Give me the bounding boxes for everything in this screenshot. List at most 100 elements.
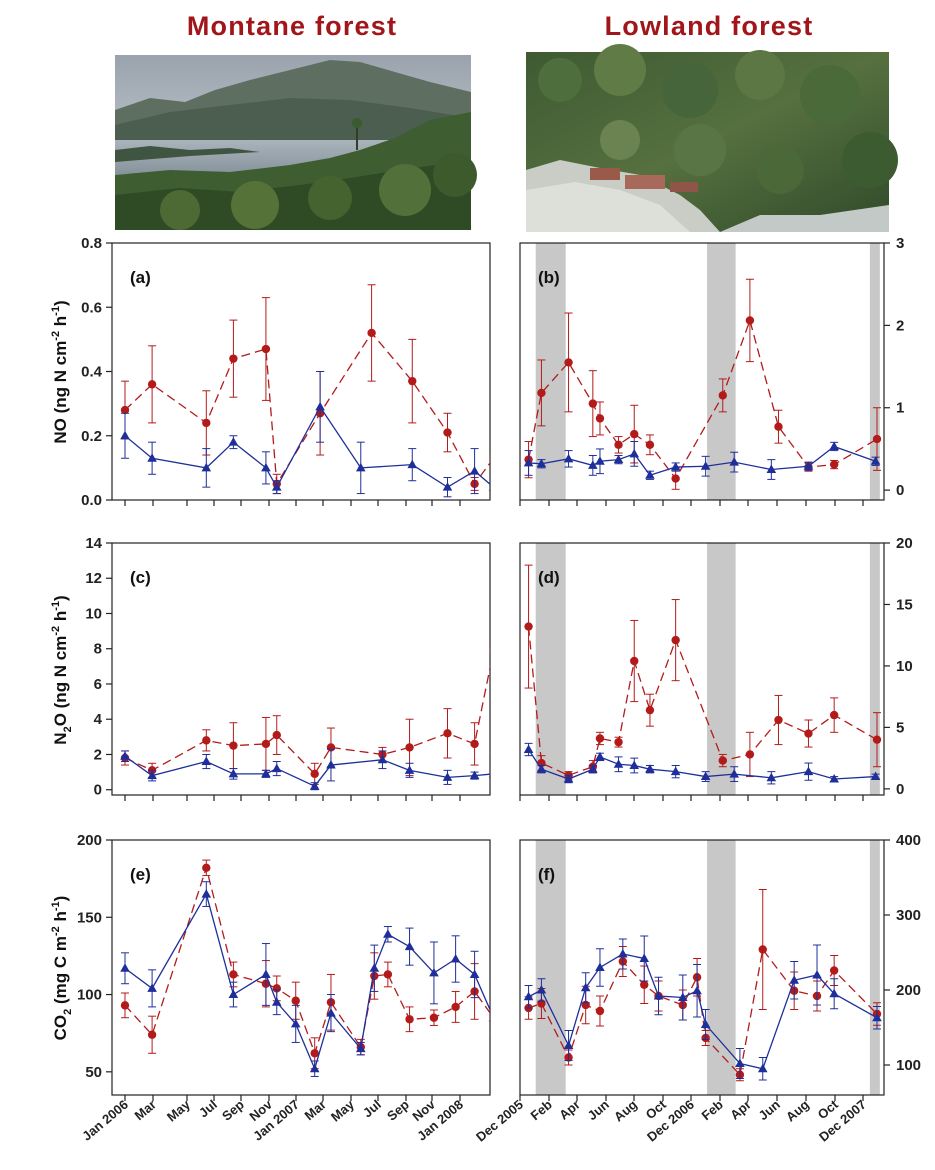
data-point [429,967,439,977]
data-point [653,991,664,1000]
y-axis-label-part: O (ng N cm [51,636,70,727]
data-point [450,954,461,963]
blue-series-line [528,749,876,780]
data-point [757,1063,768,1073]
data-point [291,996,300,1005]
y-tick-label: 10 [85,605,102,622]
y-axis-label-part: -2 [50,331,62,341]
panel-f: 100 200 300 400 (f) [519,832,921,1101]
data-point [700,771,711,781]
x-tick-label: Aug [611,1097,640,1125]
red-series-line [527,318,878,480]
data-point [383,929,393,938]
x-tick-label: Feb [699,1097,726,1123]
y-axis-label-part: h [51,911,70,926]
y-tick-label: 20 [896,535,913,552]
data-point [261,462,271,472]
data-point [629,448,640,458]
data-point [872,1012,882,1022]
x-tick-label: Sep [384,1097,412,1124]
data-point [326,760,336,769]
data-point [489,1015,490,1020]
data-point [595,456,605,465]
data-point [829,966,839,975]
data-point [829,441,839,450]
data-point [147,770,157,780]
data-point [595,962,605,971]
data-point [804,729,813,738]
data-point [290,1018,301,1028]
data-point [766,464,777,474]
data-point [271,763,282,773]
data-point [645,705,655,715]
data-point [443,729,452,738]
data-point [326,1008,336,1017]
blue-series-line [528,953,878,1070]
data-point [729,457,739,466]
data-point [645,764,655,773]
series-group [523,278,882,490]
dry-season-band [869,543,880,795]
data-point [120,1001,130,1010]
x-tick-label: Mar [132,1097,159,1123]
data-point [272,984,281,993]
data-point [470,739,479,749]
panel-a: 0.0 0.2 0.4 0.6 0.8 (a) [81,235,491,509]
data-point [692,985,702,995]
y-axis-label-part: ) [51,300,70,306]
y-tick-label: 200 [896,982,921,999]
blue-series-line [124,755,490,787]
y-axis-label-part: h [51,316,70,331]
data-point [120,751,130,760]
data-point [405,743,414,752]
data-point [228,989,239,999]
data-point [595,414,605,423]
data-point [404,765,415,774]
plot-frame [519,839,885,1096]
panel-label: (e) [130,865,151,884]
data-point [229,970,238,979]
data-point [202,863,211,873]
data-point [671,635,680,645]
data-point [261,969,271,978]
data-point [355,462,366,472]
data-point [405,1015,414,1024]
data-point [120,963,130,972]
y-axis-label-part: -1 [50,901,62,911]
y-axis-label-part: CO [51,1015,70,1041]
data-point [147,1030,157,1039]
data-point [261,739,271,749]
y-tick-label: 5 [896,719,904,736]
plot-frame [111,839,491,1096]
data-point [774,422,783,431]
data-point [489,648,490,653]
data-point [870,456,881,465]
dry-season-band [869,840,880,1095]
data-point [201,889,212,898]
y-tick-label: 50 [85,1064,102,1081]
x-tick-label: Apr [727,1097,754,1123]
data-point [369,963,380,972]
data-point [613,454,624,464]
data-point [735,1058,745,1067]
dry-season-band [869,243,880,500]
data-point [645,470,655,479]
panel-d: 0 5 10 15 20 (d) [519,535,913,801]
data-point [407,459,418,469]
data-point [729,769,739,778]
montane-lake-forest-photo [115,55,477,230]
y-tick-label: 0.8 [81,235,102,252]
x-tick-label: Jun [585,1097,612,1123]
data-point [488,488,490,491]
y-tick-label: 2 [94,746,102,763]
y-axis-label-part: ) [51,896,70,902]
data-point [489,456,490,461]
data-point [524,622,533,631]
data-point [829,774,839,783]
y-tick-label: 4 [94,711,103,728]
data-point [803,766,814,776]
y-tick-label: 0 [896,482,904,499]
data-point [789,975,799,984]
data-point [563,453,574,463]
data-point [271,997,282,1006]
